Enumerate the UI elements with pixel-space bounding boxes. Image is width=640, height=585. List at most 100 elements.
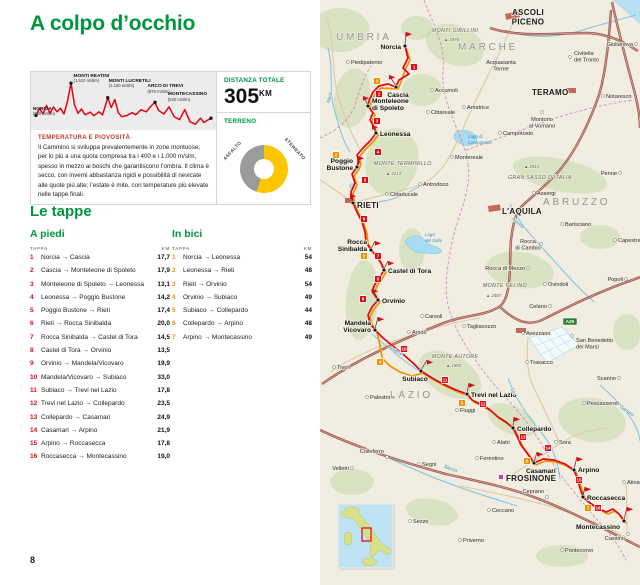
- town-dot: [601, 94, 605, 98]
- town-label: Carsoli: [425, 314, 442, 320]
- flag-pole: [383, 260, 389, 270]
- walking-stage-badge-number: 8: [377, 277, 380, 282]
- lake-label: Lago: [425, 232, 435, 237]
- cycling-stage-badge: 2: [332, 151, 340, 159]
- lake: [404, 235, 443, 255]
- cycling-table-header: TAPPA KM: [172, 246, 312, 251]
- walking-stage-badge: 3: [373, 117, 381, 125]
- page-number: 8: [30, 555, 36, 565]
- elevation-peak-dot: [153, 100, 157, 104]
- walking-stage-badge: 6: [360, 215, 368, 223]
- route-stop-label: Subiaco: [402, 376, 428, 383]
- urban-area: [505, 11, 520, 20]
- flag-pole: [356, 155, 359, 167]
- town-dot: [521, 331, 525, 335]
- cycling-stage-badge-number: 6: [526, 459, 529, 464]
- fucino-canal: [534, 332, 569, 347]
- stage-flag-icon: [585, 487, 592, 492]
- elevation-peak-dot: [106, 95, 110, 100]
- route-stop-dot: [368, 247, 374, 253]
- walking-stage-badge: 7: [374, 252, 382, 260]
- cycling-stage-badge: 7: [584, 504, 592, 512]
- stage-row: 11 Subiaco → Trevi nel Lazio 17,8: [30, 386, 170, 394]
- town-label: Civitella: [574, 51, 594, 57]
- route-walking: [350, 45, 625, 522]
- route-stop-label: Cascia: [387, 92, 409, 99]
- stages-heading: Le tappe: [30, 203, 92, 220]
- town-dot: [407, 330, 411, 334]
- town-dot: [543, 282, 547, 286]
- elevation-peak-dot: [69, 81, 73, 85]
- terrain-donut: ASFALTO STERRATO: [222, 127, 306, 199]
- town-label: Acquasanta: [486, 60, 516, 66]
- climate-section: TEMPERATURA E PIOVOSITÀ Il Cammino si sv…: [31, 130, 216, 204]
- town-dot: [560, 548, 564, 552]
- urban-area: [488, 204, 501, 212]
- green-area: [613, 314, 640, 350]
- route-stop-dot: [621, 518, 627, 524]
- town-dot: [626, 532, 630, 536]
- town-dot: [487, 508, 491, 512]
- walking-stage-badge-number: 3: [376, 119, 379, 124]
- town-dot: [365, 395, 369, 399]
- town-dot: [462, 324, 466, 328]
- region-boundary: [319, 65, 372, 139]
- stage-flag-icon: [363, 96, 370, 101]
- route-stop-dot: [402, 43, 408, 49]
- walking-stage-badge-number: 1: [413, 65, 416, 70]
- town-dot: [539, 242, 543, 246]
- stage-row: 6 Rieti → Rocca Sinibalda 20,0: [30, 320, 170, 328]
- route-stop-label: Casamari: [526, 468, 556, 475]
- walking-stage-badge-number: 12: [480, 402, 486, 407]
- col-tappa: TAPPA: [30, 246, 48, 251]
- urban-area: [345, 198, 353, 203]
- stage-flag-icon: [350, 194, 357, 199]
- town-label: Ceprano: [523, 489, 544, 495]
- town-dot: [408, 519, 412, 523]
- route-stop-label: Roccasecca: [587, 495, 625, 502]
- walking-stage-badge-number: 7: [377, 254, 380, 259]
- green-area: [487, 403, 537, 437]
- stage-row: 14 Casamari → Arpino 21,9: [30, 426, 170, 434]
- region-label: UMBRIA: [336, 32, 392, 43]
- walking-stage-badge-number: 5: [364, 178, 367, 183]
- route-stop-label: Bustone: [327, 165, 354, 172]
- town-dot: [350, 466, 354, 470]
- town-label: Avezzano: [526, 331, 550, 337]
- walking-stage-badge: 5: [361, 176, 369, 184]
- walking-stage-badge-number: 16: [595, 506, 601, 511]
- route-stop-label: Norcia: [380, 44, 401, 51]
- region-boundary: [465, 99, 634, 151]
- flag-pole: [404, 31, 407, 46]
- town-dot: [568, 55, 572, 59]
- mountain-label: MONTE TERMINILLO: [374, 161, 432, 167]
- cycling-stage-badge-number: 1: [376, 79, 379, 84]
- region-boundary: [445, 163, 627, 561]
- stage-row: 9 Orvinio → Mandela/Vicovaro 19,9: [30, 360, 170, 368]
- map-motorways: [319, 1, 640, 549]
- town-label: Arsoli: [412, 330, 426, 336]
- mountain-elevation: ▲ 1853: [446, 363, 462, 368]
- town-label: Notaresco: [606, 94, 632, 100]
- cycling-stage-badge: 6: [523, 457, 531, 465]
- town-label: del Tronto: [574, 57, 599, 63]
- stage-row: 7 Arpino → Montecassino 49: [172, 333, 312, 341]
- route-stop-dot: [418, 368, 424, 374]
- town-label: Capestrano: [618, 238, 640, 244]
- town-label: Tagliacozzo: [467, 324, 496, 330]
- walking-stage-badge: 4: [374, 148, 382, 156]
- route-stop-dot: [372, 327, 378, 333]
- route-stop-label: Poggio: [331, 158, 353, 165]
- stage-row: 12 Trevi nel Lazio → Collepardo 23,5: [30, 400, 170, 408]
- town-dot: [385, 455, 389, 459]
- stage-flag-icon: [372, 125, 379, 130]
- walking-rows: 1 Norcia → Cascia 17,7 2 Cascia → Monteleone…: [30, 254, 170, 467]
- sea-adriatic: [612, 0, 640, 24]
- green-area: [330, 469, 374, 495]
- divider: [217, 112, 310, 113]
- town-label: Popoli: [607, 277, 623, 283]
- fucino-canal: [553, 329, 572, 351]
- stage-row: 4 Orvinio → Subiaco 49: [172, 293, 312, 301]
- route-stop-dot: [531, 460, 537, 466]
- motorway-center: [489, 27, 639, 52]
